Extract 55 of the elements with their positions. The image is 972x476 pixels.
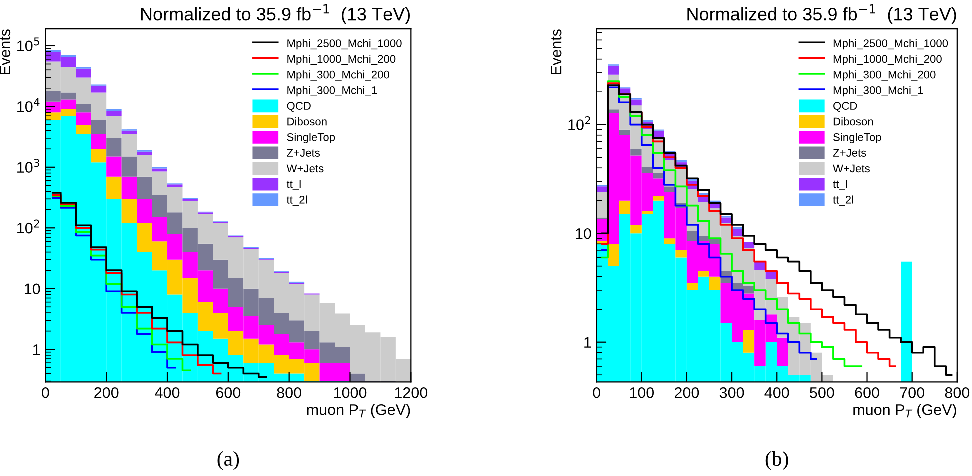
legend-label: Diboson [834, 118, 874, 126]
legend-label: tt_2l [286, 196, 308, 206]
y-axis-title: Events [551, 30, 562, 74]
x-axis-title: muon P$_{T}$ (GeV) [307, 404, 410, 418]
x-tick-label: 1000 [334, 387, 367, 398]
legend-label: Mphi_2500_Mchi_1000 [288, 39, 402, 50]
legend-label: Mphi_300_Mchi_200 [834, 70, 936, 81]
x-tick-label: 800 [945, 387, 970, 398]
legend-label: Mphi_300_Mchi_1 [834, 86, 924, 97]
legend-label: Mphi_2500_Mchi_1000 [834, 39, 948, 50]
y-tick-label: 10$^{4}$ [18, 98, 40, 112]
legend-label: QCD [287, 102, 311, 112]
legend-label: QCD [834, 102, 858, 112]
x-tick-label: 200 [94, 387, 119, 398]
legend-label: Z+Jets [287, 149, 320, 157]
legend-label: SingleTop [834, 133, 882, 144]
legend-label: tt_2l [833, 196, 854, 206]
x-axis-title: muon P$_{T}$ (GeV) [854, 404, 956, 418]
x-tick-label: 600 [216, 387, 241, 398]
x-tick-label: 1200 [395, 387, 428, 398]
x-tick-label: 500 [810, 387, 834, 398]
x-tick-label: 400 [764, 387, 790, 398]
legend-label: Mphi_1000_Mchi_200 [834, 54, 942, 66]
y-tick-label: 10$^{3}$ [18, 159, 40, 173]
y-axis-title: Events [0, 30, 11, 74]
legend-label: Mphi_1000_Mchi_200 [288, 54, 396, 66]
y-tick-label: 10 [576, 228, 592, 240]
x-tick-label: 0 [42, 387, 50, 398]
x-tick-label: 200 [674, 387, 700, 398]
text: (b) [766, 451, 788, 470]
x-tick-label: 300 [720, 387, 744, 398]
chart-title: Normalized to 35.9 fb$^{−1}$ (13 TeV) [141, 4, 410, 24]
y-tick-label: 1 [33, 344, 40, 356]
chart-title: Normalized to 35.9 fb$^{−1}$ (13 TeV) [688, 4, 956, 24]
y-tick-label: 10$^{2}$ [568, 116, 590, 130]
x-tick-label: 700 [900, 387, 924, 398]
y-tick-label: 1 [584, 337, 592, 348]
legend-label: tt_l [833, 180, 848, 190]
legend-label: Z+Jets [833, 149, 866, 157]
legend-label: Diboson [288, 118, 327, 126]
y-tick-label: 10$^{5}$ [18, 38, 40, 52]
legend-label: SingleTop [287, 133, 336, 144]
x-tick-label: 0 [593, 387, 600, 398]
text: (a) [218, 451, 240, 470]
x-tick-label: 100 [630, 387, 654, 398]
x-tick-label: 800 [277, 387, 302, 398]
y-tick-label: 10$^{2}$ [18, 220, 40, 234]
x-tick-label: 400 [155, 387, 180, 398]
y-tick-label: 10 [24, 284, 40, 295]
legend-label: W+Jets [833, 164, 870, 173]
legend-label: Mphi_300_Mchi_200 [288, 70, 390, 81]
legend-label: Mphi_300_Mchi_1 [288, 86, 378, 97]
legend-label: tt_l [286, 180, 301, 190]
legend-label: W+Jets [286, 164, 324, 173]
x-tick-label: 600 [855, 387, 880, 398]
